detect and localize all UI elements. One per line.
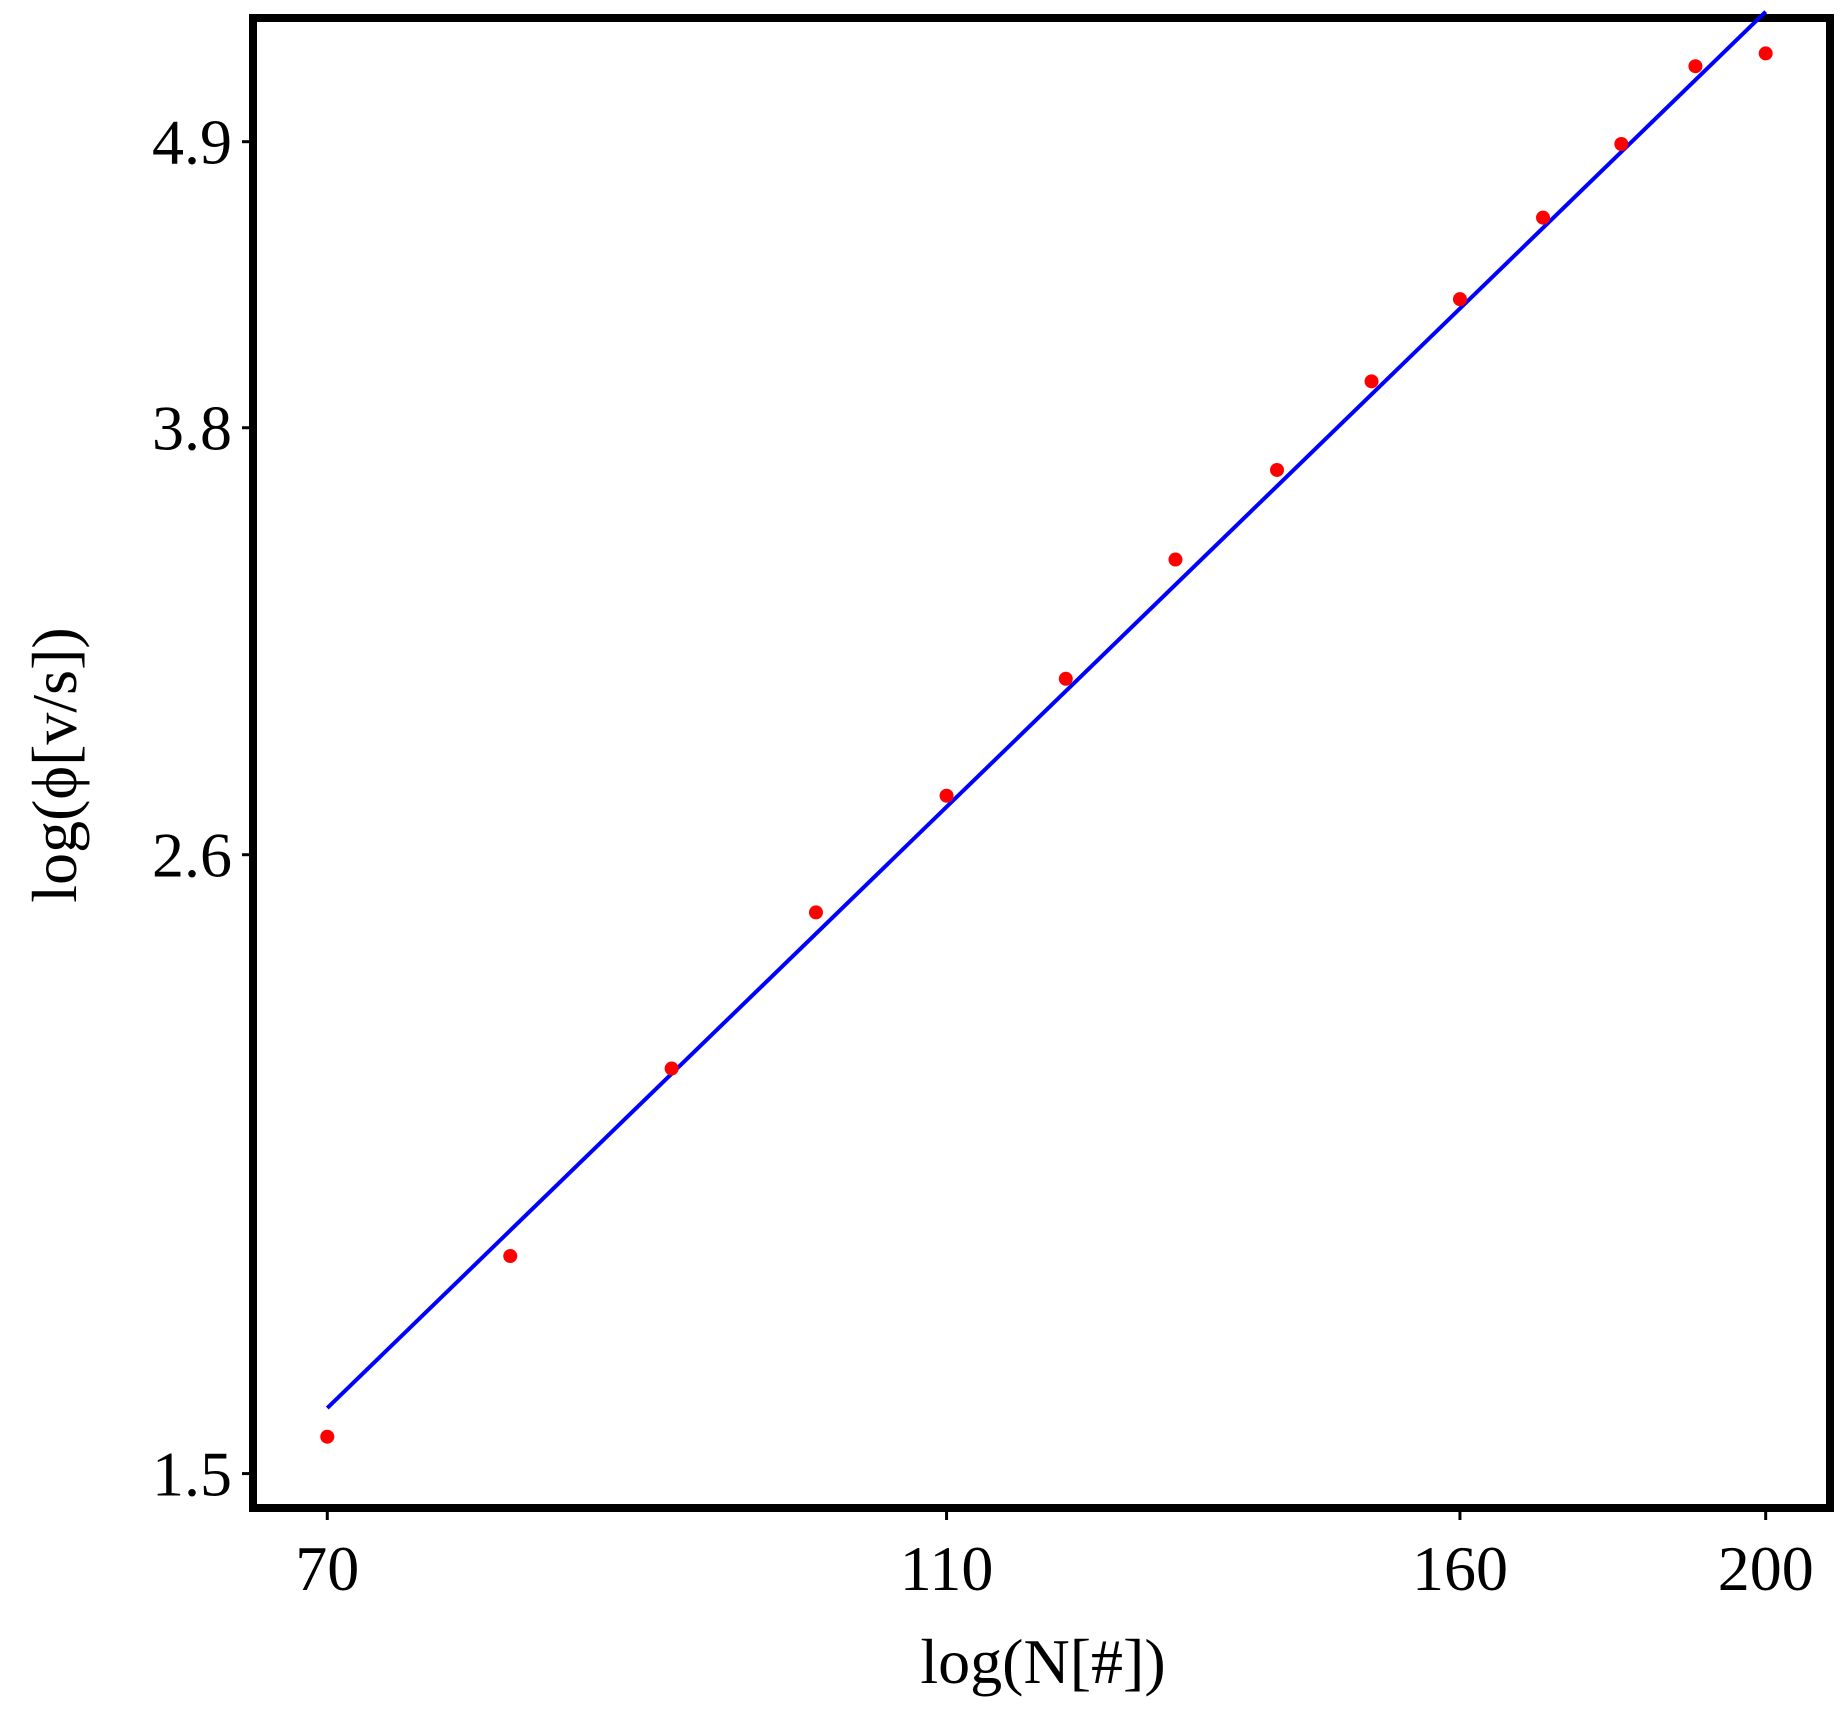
- y-tick-label: 4.9: [152, 107, 232, 178]
- x-tick-label: 200: [1718, 1533, 1814, 1604]
- data-point: [1452, 292, 1467, 307]
- y-tick-label: 3.8: [152, 393, 232, 464]
- y-tick-label: 2.6: [152, 820, 232, 891]
- x-tick-label: 70: [295, 1533, 359, 1604]
- data-point: [1364, 374, 1379, 389]
- x-tick-label: 110: [900, 1533, 994, 1604]
- data-points: [320, 46, 1773, 1444]
- data-point: [1536, 210, 1551, 225]
- data-point: [1688, 59, 1703, 74]
- fit-line-group: [325, 10, 1768, 1410]
- y-axis-title: log(ϕ[v/s]): [19, 627, 90, 902]
- data-point: [320, 1429, 335, 1444]
- data-point: [1168, 552, 1183, 567]
- data-point: [664, 1061, 679, 1076]
- data-point: [939, 788, 954, 803]
- data-point: [1614, 136, 1629, 151]
- x-axis-title: log(N[#]): [920, 1626, 1165, 1697]
- data-point: [1269, 462, 1284, 477]
- x-axis-ticks: 70 110 160 200: [295, 1508, 1814, 1604]
- x-tick-label: 160: [1412, 1533, 1508, 1604]
- data-point: [808, 905, 823, 920]
- data-point: [1058, 671, 1073, 686]
- y-axis-ticks: 1.5 2.6 3.8 4.9: [152, 107, 253, 1510]
- y-tick-label: 1.5: [152, 1439, 232, 1510]
- plot-frame: [249, 14, 1834, 1512]
- data-point: [1758, 46, 1773, 61]
- data-point: [503, 1249, 518, 1264]
- fit-line: [325, 10, 1768, 1410]
